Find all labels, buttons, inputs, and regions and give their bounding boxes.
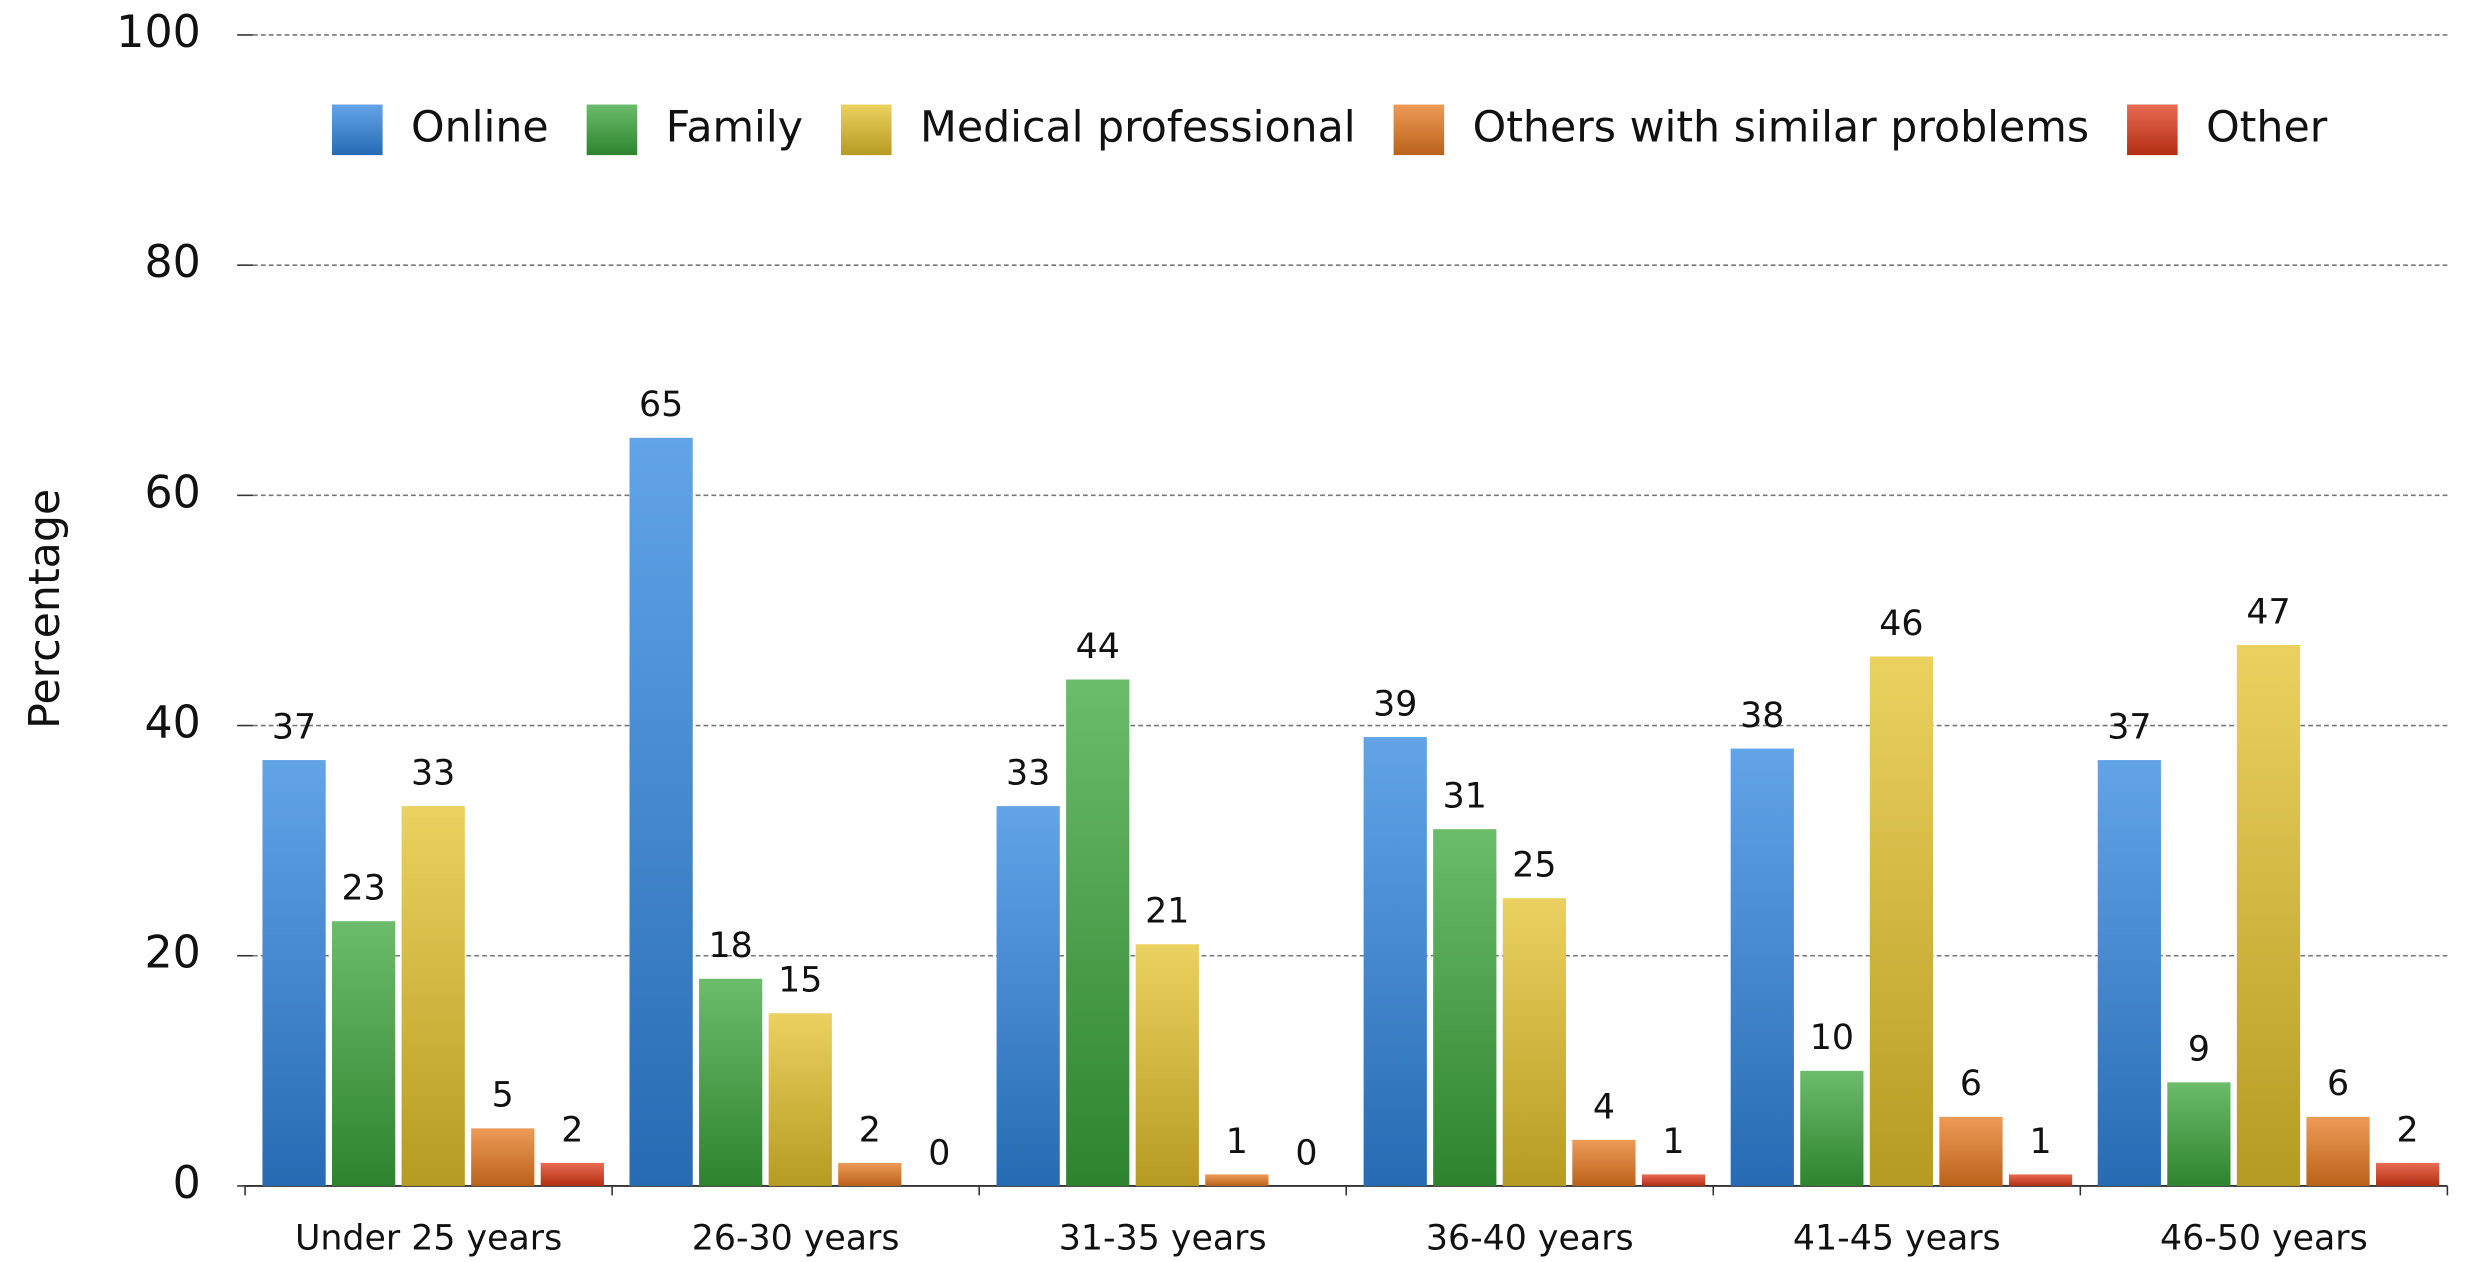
value-label: 37 (2107, 707, 2151, 747)
x-tick-label: 26-30 years (692, 1219, 900, 1259)
value-label: 46 (1879, 604, 1923, 644)
value-label: 33 (411, 753, 455, 793)
value-label: 31 (1443, 777, 1487, 817)
value-label: 47 (2246, 592, 2290, 632)
legend-swatch (1393, 104, 1445, 156)
legend-label: Family (666, 102, 803, 152)
legend-swatch (332, 104, 383, 156)
value-label: 2 (2397, 1110, 2419, 1150)
bar (471, 1128, 535, 1186)
value-label: 25 (1512, 846, 1556, 886)
bar (996, 806, 1060, 1186)
bar (2167, 1082, 2231, 1186)
bar (768, 1013, 832, 1186)
value-label: 2 (561, 1110, 583, 1150)
bar (1066, 679, 1130, 1186)
bar (838, 1162, 902, 1186)
value-label: 10 (1810, 1018, 1854, 1058)
value-label: 39 (1373, 684, 1417, 724)
value-label: 2 (859, 1110, 881, 1150)
value-label: 38 (1740, 696, 1784, 736)
bar (1502, 898, 1566, 1186)
value-label: 15 (778, 961, 822, 1001)
y-axis-label: Percentage (20, 489, 70, 729)
bar (1572, 1139, 1636, 1186)
bar (2097, 760, 2161, 1186)
legend-label: Other (2206, 102, 2328, 152)
y-tick-label: 40 (144, 698, 200, 749)
value-label: 5 (492, 1076, 514, 1116)
bar (1135, 944, 1199, 1186)
bar (1363, 737, 1427, 1186)
bar (699, 978, 763, 1186)
legend-label: Others with similar problems (1473, 102, 2089, 152)
value-label: 6 (1960, 1064, 1982, 1104)
value-label: 6 (2327, 1064, 2349, 1104)
bar (2008, 1174, 2073, 1186)
bar (1641, 1174, 1706, 1186)
value-label: 23 (342, 869, 386, 909)
value-label: 21 (1145, 892, 1189, 932)
legend-swatch (840, 104, 892, 156)
bar (2306, 1116, 2370, 1186)
y-tick-label: 60 (144, 467, 200, 518)
bar (401, 806, 465, 1186)
value-label: 4 (1593, 1087, 1615, 1127)
bar (1800, 1070, 1864, 1186)
x-tick-label: 31-35 years (1059, 1219, 1267, 1259)
legend-label: Medical professional (920, 102, 1356, 152)
bar (2375, 1162, 2440, 1186)
value-label: 65 (639, 385, 683, 425)
y-tick-label: 0 (173, 1158, 201, 1209)
x-tick-label: 36-40 years (1426, 1219, 1634, 1259)
y-tick-label: 20 (144, 928, 200, 979)
legend-swatch (586, 104, 638, 156)
value-label: 1 (2029, 1122, 2051, 1162)
bar (1730, 748, 1794, 1186)
y-tick-label: 100 (116, 7, 200, 58)
y-tick-label: 80 (144, 237, 200, 288)
bar (262, 760, 326, 1186)
x-tick-label: 46-50 years (2160, 1219, 2368, 1259)
bar (332, 921, 396, 1186)
value-label: 44 (1076, 627, 1120, 667)
value-label: 33 (1006, 753, 1050, 793)
x-tick-label: Under 25 years (295, 1219, 562, 1259)
bar (2236, 644, 2301, 1186)
value-label: 1 (1662, 1122, 1684, 1162)
value-label: 0 (928, 1133, 950, 1173)
value-label: 18 (709, 926, 753, 966)
value-label: 1 (1226, 1122, 1248, 1162)
value-label: 37 (272, 707, 316, 747)
bar (1205, 1174, 1269, 1186)
bar (540, 1162, 604, 1186)
bar (1433, 829, 1497, 1186)
x-tick-label: 41-45 years (1793, 1219, 2001, 1259)
legend-swatch (2127, 104, 2178, 156)
value-label: 0 (1295, 1133, 1317, 1173)
bar (629, 437, 693, 1186)
bar (1869, 656, 1934, 1186)
legend-label: Online (411, 102, 549, 152)
value-label: 9 (2188, 1030, 2210, 1070)
bar (1939, 1116, 2003, 1186)
